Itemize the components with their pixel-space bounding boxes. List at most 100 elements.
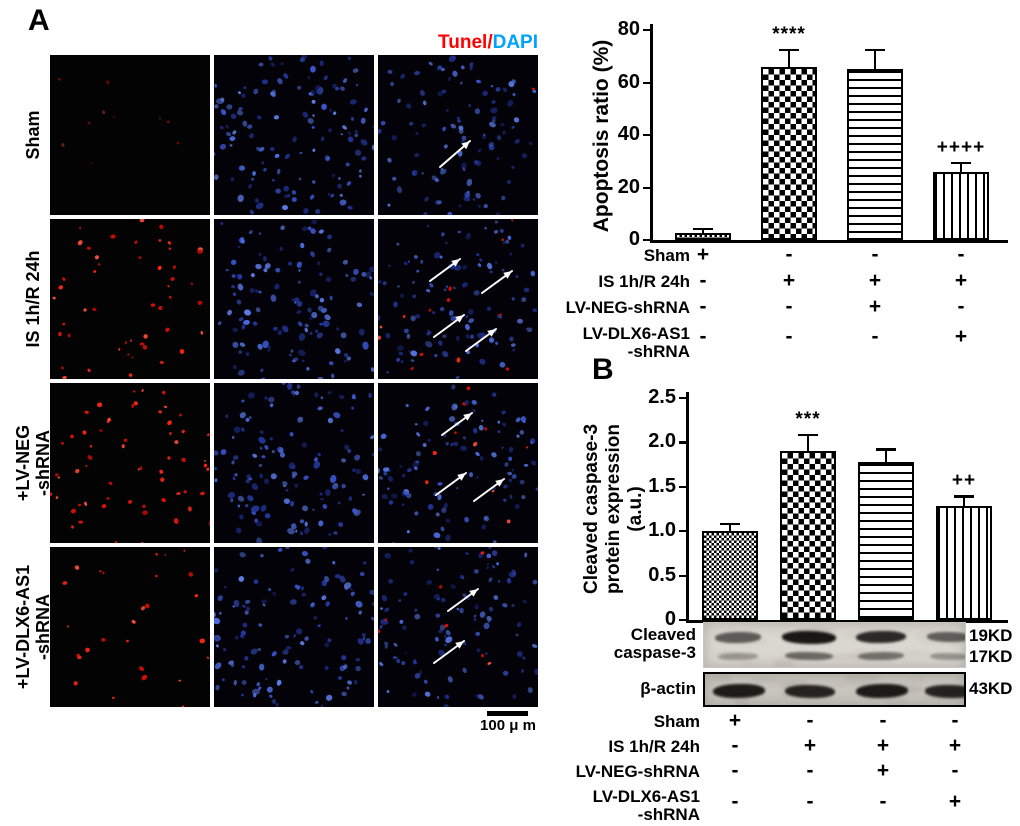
condition-sign: - bbox=[699, 295, 707, 318]
condition-sign: - bbox=[806, 759, 814, 782]
blot-noise bbox=[711, 674, 732, 682]
bar-IS 1h/R 24h bbox=[761, 66, 817, 240]
blot-noise bbox=[844, 674, 881, 682]
y-tick-label: 0.5 bbox=[648, 563, 676, 586]
y-tick-label: 60 bbox=[617, 70, 640, 93]
condition-sign: + bbox=[782, 269, 796, 292]
condition-sign: - bbox=[699, 269, 707, 292]
micrograph-row1-col1 bbox=[214, 219, 374, 379]
x-axis bbox=[686, 620, 1008, 623]
blot-noise bbox=[828, 654, 860, 660]
condition-sign: - bbox=[731, 734, 739, 757]
blot-band bbox=[781, 629, 837, 645]
condition-sign: - bbox=[871, 325, 879, 348]
micrograph-row2-col0 bbox=[50, 383, 210, 543]
blot-noise bbox=[733, 696, 750, 705]
blot-band bbox=[855, 683, 909, 699]
blot-band bbox=[855, 630, 907, 644]
error-bar-cap bbox=[779, 49, 799, 52]
condition-label: -shRNA bbox=[637, 805, 700, 824]
y-tick bbox=[643, 81, 650, 84]
micrograph-row0-col0 bbox=[50, 55, 210, 215]
condition-sign: - bbox=[879, 709, 887, 732]
y-tick bbox=[679, 397, 686, 400]
y-tick-label: 0 bbox=[664, 608, 676, 630]
blot-band bbox=[929, 652, 965, 660]
blot-noise bbox=[897, 687, 930, 693]
condition-sign: + bbox=[696, 243, 710, 266]
condition-sign: - bbox=[879, 790, 887, 813]
condition-sign: - bbox=[731, 790, 739, 813]
condition-sign: - bbox=[871, 243, 879, 266]
condition-sign: - bbox=[951, 709, 959, 732]
blot-strip-0 bbox=[703, 622, 966, 668]
condition-sign: - bbox=[731, 759, 739, 782]
blot-noise bbox=[760, 623, 797, 624]
tunel-label: Tunel bbox=[438, 32, 488, 53]
micrograph-row2-col2 bbox=[378, 383, 538, 543]
y-axis bbox=[650, 24, 653, 240]
condition-sign: - bbox=[957, 243, 965, 266]
y-tick bbox=[643, 186, 650, 189]
micrograph-row0-col2 bbox=[378, 55, 538, 215]
blot-label: β-actin bbox=[640, 679, 696, 698]
condition-sign: - bbox=[785, 325, 793, 348]
y-tick-label: 20 bbox=[617, 175, 640, 198]
error-bar-cap bbox=[876, 448, 896, 451]
scale-bar bbox=[487, 711, 528, 716]
blot-noise bbox=[715, 650, 743, 657]
significance-annotation: ++++ bbox=[936, 136, 986, 158]
blot-noise bbox=[894, 684, 923, 694]
y-tick bbox=[679, 530, 686, 533]
merge-channel-header: Tunel/DAPI bbox=[350, 32, 538, 54]
error-bar-cap bbox=[798, 434, 818, 437]
bar-IS 1h/R 24h bbox=[780, 451, 836, 620]
blot-label: Cleaved bbox=[630, 625, 696, 644]
condition-sign: - bbox=[957, 295, 965, 318]
bar-Sham bbox=[675, 233, 731, 240]
y-tick-label: 0 bbox=[628, 228, 640, 250]
condition-label: IS 1h/R 24h bbox=[608, 737, 700, 756]
dapi-label: DAPI bbox=[492, 32, 538, 53]
bar-Sham bbox=[702, 531, 758, 620]
bar-LV-DLX6-AS1-shRNA bbox=[936, 506, 992, 620]
blot-band bbox=[714, 631, 762, 643]
condition-sign: - bbox=[699, 325, 707, 348]
channel-slash: / bbox=[487, 32, 493, 53]
error-bar-line bbox=[788, 51, 790, 67]
y-tick-label: 1.5 bbox=[648, 474, 676, 497]
blot-label: caspase-3 bbox=[613, 643, 696, 662]
micrograph-row1-col2 bbox=[378, 219, 538, 379]
error-bar-line bbox=[874, 51, 876, 70]
blot-strip-1 bbox=[703, 672, 966, 707]
condition-sign: - bbox=[806, 790, 814, 813]
error-bar-line bbox=[960, 163, 962, 172]
condition-label: IS 1h/R 24h bbox=[598, 272, 690, 291]
y-tick-label: 2.5 bbox=[648, 386, 676, 408]
error-bar-cap bbox=[720, 522, 740, 526]
y-tick bbox=[679, 485, 686, 488]
condition-sign: + bbox=[948, 734, 962, 757]
blot-band bbox=[712, 683, 766, 699]
y-tick-label: 40 bbox=[617, 123, 640, 145]
condition-sign: + bbox=[948, 790, 962, 813]
significance-annotation: *** bbox=[795, 409, 821, 431]
scale-bar-text: 100 μ m bbox=[480, 717, 536, 734]
y-tick-label: 80 bbox=[617, 18, 640, 40]
y-tick bbox=[679, 619, 686, 622]
blot-band bbox=[717, 652, 759, 660]
condition-sign: + bbox=[803, 734, 817, 757]
error-bar-line bbox=[729, 524, 731, 532]
micrograph-row2-col1 bbox=[214, 383, 374, 543]
bar-LV-NEG-shRNA bbox=[858, 461, 914, 620]
y-tick bbox=[643, 134, 650, 137]
y-tick-label: 2.0 bbox=[648, 430, 676, 453]
micrograph-row-label-0: Sham bbox=[23, 110, 43, 160]
blot-noise bbox=[831, 681, 868, 687]
y-tick bbox=[679, 574, 686, 577]
y-tick bbox=[643, 239, 650, 242]
blot-noise bbox=[910, 675, 927, 681]
blot-band bbox=[784, 683, 836, 699]
blot-kd-label: 43KD bbox=[969, 679, 1013, 698]
